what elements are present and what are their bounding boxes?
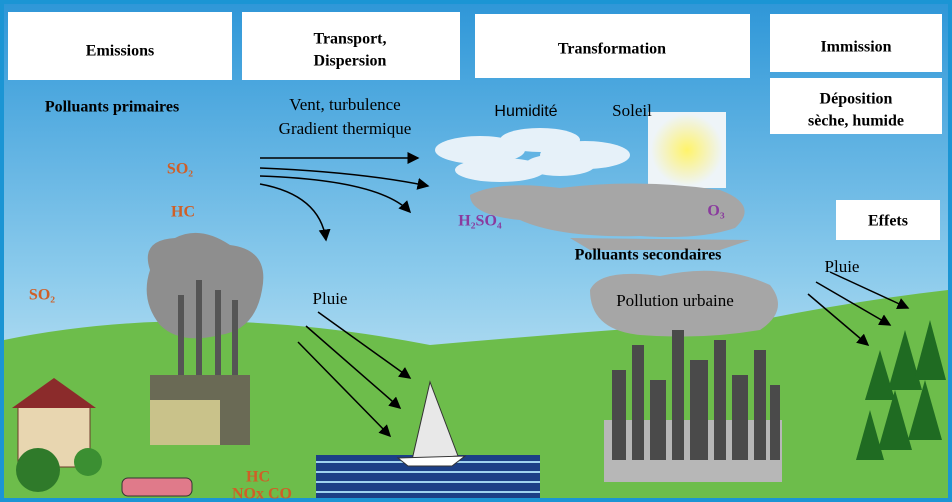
arrow <box>259 167 430 190</box>
forest <box>856 320 946 460</box>
arrow <box>259 183 331 242</box>
smog <box>590 270 778 337</box>
header-box <box>8 12 232 80</box>
deposition-box <box>770 78 942 134</box>
tree <box>74 448 102 476</box>
smog <box>470 183 745 237</box>
arrow <box>297 341 392 438</box>
header: Dispersion <box>314 53 387 70</box>
smog <box>570 238 750 250</box>
header: Immission <box>820 39 891 56</box>
header: Emissions <box>86 43 154 60</box>
header-box <box>475 14 750 78</box>
arrow <box>259 175 412 214</box>
label: O₃ <box>707 203 724 220</box>
label: Gradient thermique <box>279 119 412 138</box>
clouds <box>435 128 630 182</box>
roof <box>12 378 96 408</box>
effets-box <box>836 200 940 240</box>
car <box>121 477 193 497</box>
arrow <box>829 271 910 310</box>
header: Transformation <box>558 41 666 58</box>
city <box>612 330 780 460</box>
arrow <box>815 281 892 326</box>
label: SO₂ <box>29 287 55 304</box>
arrow <box>305 325 402 409</box>
label: Vent, turbulence <box>289 95 400 114</box>
arrow <box>807 293 870 346</box>
header: Transport, <box>313 31 386 48</box>
deposition: sèche, humide <box>808 113 904 130</box>
arrow <box>317 311 412 379</box>
label: SO₂ <box>167 161 193 178</box>
label: HC <box>246 469 270 486</box>
label: Humidité <box>494 103 557 120</box>
tree <box>16 448 60 492</box>
factory <box>150 280 250 445</box>
label: Pollution urbaine <box>616 291 734 310</box>
effets: Effets <box>868 213 908 230</box>
label: H₂SO₄ <box>458 213 502 230</box>
label: Soleil <box>612 101 652 120</box>
deposition: Déposition <box>820 91 893 108</box>
header-box <box>770 14 942 72</box>
label: Pluie <box>825 257 860 276</box>
label: Polluants primaires <box>45 99 179 116</box>
label: HC <box>171 204 195 221</box>
label: NOx CO <box>232 486 292 502</box>
boat <box>396 455 467 467</box>
sun <box>651 114 723 186</box>
label: Pluie <box>313 289 348 308</box>
label: Polluants secondaires <box>575 247 722 264</box>
header-box <box>242 12 460 80</box>
